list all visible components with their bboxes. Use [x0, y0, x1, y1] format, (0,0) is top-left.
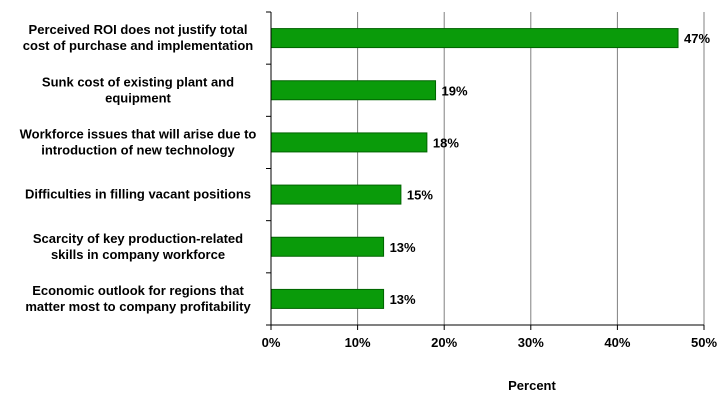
x-tick-label: 40%: [604, 335, 630, 350]
category-label: Workforce issues that will arise due to i…: [20, 126, 257, 157]
bar: [270, 132, 428, 153]
category-label-line: Sunk cost of existing plant and: [42, 74, 234, 89]
category-label-line: Difficulties in filling vacant positions: [25, 187, 251, 202]
data-label: 47%: [684, 31, 710, 46]
category-label-line: Scarcity of key production-related: [33, 231, 243, 246]
bar: [270, 236, 385, 257]
x-tick-label: 30%: [518, 335, 544, 350]
x-axis-title: Percent: [508, 378, 556, 393]
bars: [270, 28, 679, 309]
grid-lines: [357, 12, 705, 325]
x-tick-label: 20%: [431, 335, 457, 350]
category-label-line: cost of purchase and implementation: [23, 38, 253, 53]
data-label: 13%: [390, 240, 416, 255]
category-label: Scarcity of key production-related skills…: [33, 231, 243, 262]
category-label: Difficulties in filling vacant positions: [25, 187, 251, 202]
axes: [266, 11, 705, 330]
category-label-line: Workforce issues that will arise due to: [20, 126, 257, 141]
data-label: 13%: [390, 292, 416, 307]
bar: [270, 28, 679, 49]
x-tick-labels: 0% 10% 20% 30% 40% 50%: [262, 335, 718, 350]
data-label: 18%: [433, 135, 459, 150]
data-label: 19%: [442, 83, 468, 98]
x-tick-label: 0%: [262, 335, 281, 350]
category-label-line: matter most to company profitability: [25, 299, 251, 314]
bar: [270, 80, 437, 101]
data-labels: 47% 19% 18% 15% 13% 13%: [390, 31, 711, 307]
category-label: Economic outlook for regions that matter …: [25, 283, 251, 314]
bar: [270, 184, 402, 205]
x-tick-label: 10%: [345, 335, 371, 350]
category-label-line: introduction of new technology: [41, 142, 235, 157]
category-label-line: Economic outlook for regions that: [32, 283, 244, 298]
category-labels: Perceived ROI does not justify total cost…: [20, 22, 257, 314]
data-label: 15%: [407, 188, 433, 203]
x-tick-label: 50%: [691, 335, 717, 350]
category-label-line: Perceived ROI does not justify total: [29, 22, 248, 37]
category-label-line: equipment: [105, 90, 171, 105]
category-label: Sunk cost of existing plant and equipment: [42, 74, 234, 105]
category-label: Perceived ROI does not justify total cost…: [23, 22, 253, 53]
bar: [270, 288, 385, 309]
category-label-line: skills in company workforce: [51, 247, 225, 262]
